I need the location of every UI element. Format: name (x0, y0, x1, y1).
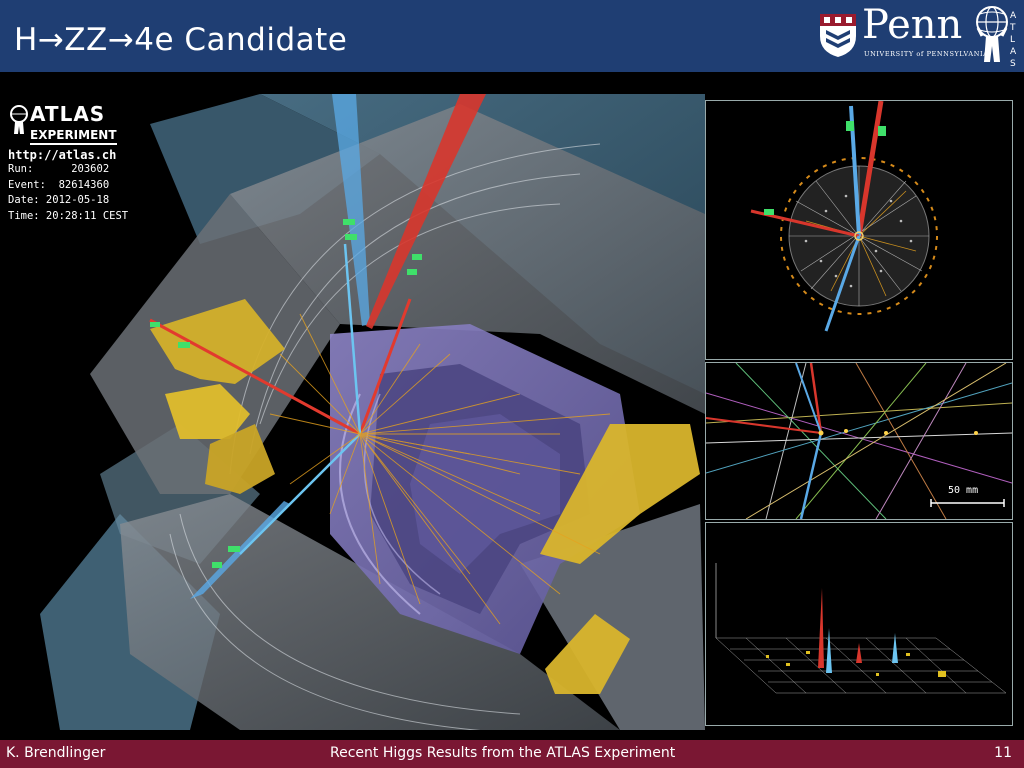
atlas-badge-text: ATLAS (1010, 11, 1017, 69)
event-number: Event: 82614360 (8, 178, 110, 191)
atlas-badge: ATLAS (970, 2, 1022, 70)
penn-wordmark: Penn (862, 2, 963, 48)
footer-page-number: 11 (994, 745, 1012, 761)
vertex-zoom-inset: 50 mm (705, 362, 1013, 520)
lego-plot-graphic (715, 563, 1007, 694)
atlas-event-info: ATLAS EXPERIMENT http://atlas.ch Run: 20… (8, 104, 128, 224)
footer-talk-title: Recent Higgs Results from the ATLAS Expe… (330, 745, 676, 761)
slide-title: H→ZZ→4e Candidate (14, 22, 348, 58)
penn-logo (818, 8, 968, 66)
atlas-globe-icon (976, 6, 1008, 62)
penn-university-text: UNIVERSITY of PENNSYLVANIA (864, 50, 989, 58)
atlas-logo-text: ATLAS (30, 102, 106, 126)
detector-3d-view (40, 94, 705, 730)
experiment-text: EXPERIMENT (30, 128, 117, 145)
penn-shield-icon (820, 14, 856, 57)
lego-plot-inset (705, 522, 1013, 726)
run-number: Run: 203602 (8, 163, 110, 175)
event-date: Date: 2012-05-18 (8, 194, 110, 206)
transverse-view-graphic (750, 100, 938, 332)
atlas-url: http://atlas.ch (8, 148, 117, 162)
scale-label: 50 mm (948, 485, 979, 496)
slide-header: H→ZZ→4e Candidate Penn UNIVERSITY of PEN… (0, 0, 1024, 72)
footer-divider (0, 730, 1024, 740)
vertex-zoom-graphic (705, 362, 1013, 520)
slide-footer: K. Brendlinger Recent Higgs Results from… (0, 740, 1024, 768)
transverse-view-inset (705, 100, 1013, 360)
event-time: Time: 20:28:11 CEST (8, 209, 129, 222)
footer-author: K. Brendlinger (6, 745, 106, 761)
atlas-logo: ATLAS EXPERIMENT (8, 104, 128, 145)
event-display: ATLAS EXPERIMENT http://atlas.ch Run: 20… (0, 94, 1024, 730)
atlas-figure-icon (10, 105, 28, 134)
